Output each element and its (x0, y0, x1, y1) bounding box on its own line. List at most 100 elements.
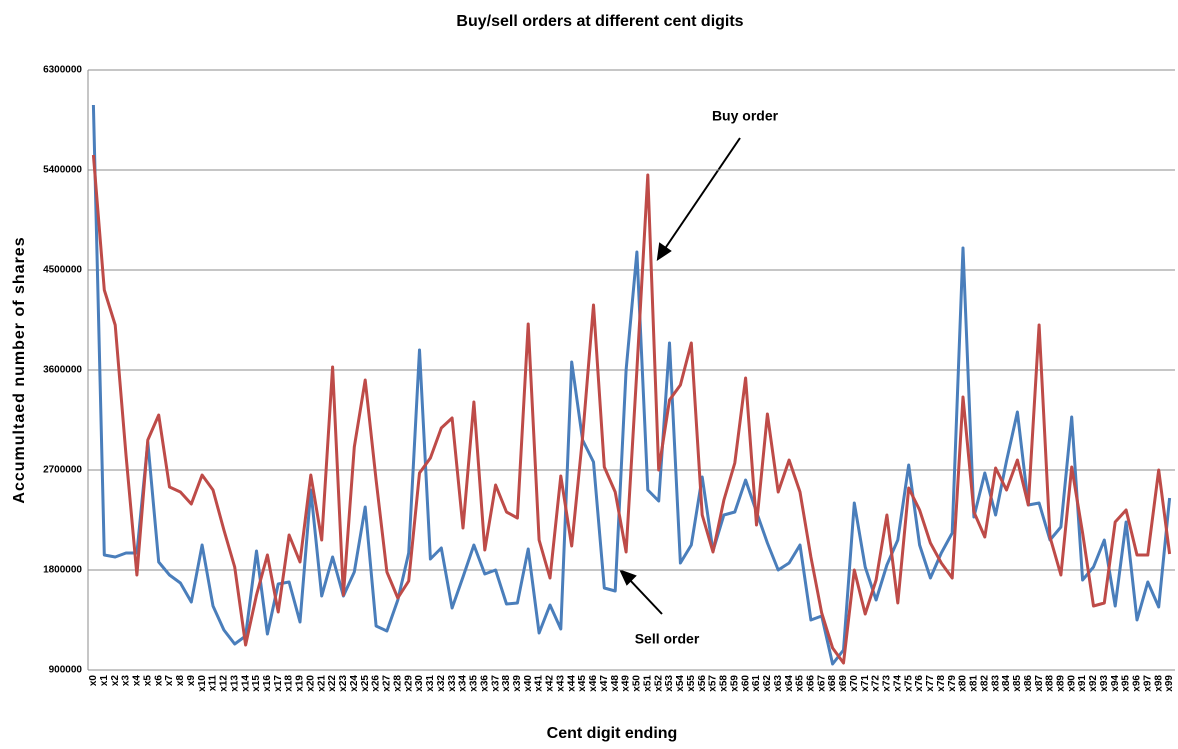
x-tick-label: x81 (969, 675, 980, 692)
x-tick-label: x78 (936, 675, 947, 692)
x-tick-label: x68 (827, 675, 838, 692)
x-tick-label: x94 (1110, 675, 1121, 692)
x-tick-label: x88 (1045, 675, 1056, 692)
x-axis-label: Cent digit ending (547, 725, 678, 742)
x-tick-label: x20 (305, 675, 316, 692)
x-tick-label: x45 (577, 675, 588, 692)
x-tick-label: x43 (555, 675, 566, 692)
x-tick-label: x27 (382, 675, 393, 692)
x-tick-label: x55 (686, 675, 697, 692)
x-tick-label: x49 (621, 675, 632, 692)
x-tick-label: x44 (566, 675, 577, 692)
x-tick-label: x98 (1153, 675, 1164, 692)
y-tick-label: 5400000 (43, 165, 82, 176)
x-tick-label: x19 (295, 675, 306, 692)
x-tick-label: x42 (545, 675, 556, 692)
x-tick-label: x23 (338, 675, 349, 692)
x-tick-label: x83 (990, 675, 1001, 692)
x-tick-label: x79 (947, 675, 958, 692)
x-tick-label: x3 (121, 675, 132, 687)
x-tick-label: x93 (1099, 675, 1110, 692)
y-tick-label: 6300000 (43, 65, 82, 76)
x-tick-label: x50 (632, 675, 643, 692)
x-tick-label: x60 (740, 675, 751, 692)
x-tick-label: x17 (273, 675, 284, 692)
x-tick-label: x69 (838, 675, 849, 692)
x-tick-label: x53 (664, 675, 675, 692)
x-tick-label: x37 (490, 675, 501, 692)
x-tick-label: x99 (1164, 675, 1175, 692)
x-tick-label: x9 (186, 675, 197, 687)
series-line (91, 154, 1172, 665)
x-tick-label: x59 (729, 675, 740, 692)
x-tick-label: x11 (208, 675, 219, 692)
x-tick-label: x28 (392, 675, 403, 692)
x-tick-label: x31 (425, 675, 436, 692)
x-tick-label: x30 (414, 675, 425, 692)
x-tick-label: x41 (534, 675, 545, 692)
x-tick-label: x71 (860, 675, 871, 692)
x-tick-label: x67 (816, 675, 827, 692)
x-tick-label: x4 (132, 675, 143, 687)
y-tick-label: 4500000 (43, 265, 82, 276)
x-tick-label: x12 (219, 675, 230, 692)
x-tick-label: x62 (762, 675, 773, 692)
x-tick-label: x36 (479, 675, 490, 692)
x-tick-label: x87 (1034, 675, 1045, 692)
x-tick-label: x6 (153, 675, 164, 687)
x-tick-label: x92 (1088, 675, 1099, 692)
x-tick-label: x18 (284, 675, 295, 692)
x-tick-label: x96 (1132, 675, 1143, 692)
x-tick-label: x76 (914, 675, 925, 692)
x-tick-label: x5 (142, 675, 153, 687)
x-tick-label: x29 (403, 675, 414, 692)
x-tick-label: x46 (588, 675, 599, 692)
x-tick-label: x73 (882, 675, 893, 692)
x-tick-label: x90 (1066, 675, 1077, 692)
x-tick-label: x1 (99, 675, 110, 687)
x-tick-label: x86 (1023, 675, 1034, 692)
x-tick-label: x77 (925, 675, 936, 692)
x-tick-label: x48 (610, 675, 621, 692)
x-tick-label: x35 (469, 675, 480, 692)
x-tick-label: x91 (1077, 675, 1088, 692)
x-tick-label: x52 (653, 675, 664, 692)
x-tick-label: x39 (512, 675, 523, 692)
x-tick-label: x21 (316, 675, 327, 692)
x-tick-label: x22 (327, 675, 338, 692)
x-tick-label: x95 (1121, 675, 1132, 692)
x-tick-label: x16 (262, 675, 273, 692)
y-tick-label: 2700000 (43, 465, 82, 476)
annotation-arrows (619, 137, 741, 615)
x-tick-label: x65 (795, 675, 806, 692)
x-tick-label: x64 (784, 675, 795, 692)
y-tick-label: 3600000 (43, 365, 82, 376)
x-tick-label: x32 (436, 675, 447, 692)
x-tick-label: x26 (371, 675, 382, 692)
x-tick-label: x74 (892, 675, 903, 692)
x-tick-label: x34 (458, 675, 469, 692)
x-tick-label: x80 (958, 675, 969, 692)
x-tick-label: x58 (719, 675, 730, 692)
x-tick-label: x7 (164, 675, 175, 687)
x-tick-label: x25 (360, 675, 371, 692)
x-tick-label: x24 (349, 675, 360, 692)
x-tick-label: x61 (751, 675, 762, 692)
y-tick-label: 900000 (49, 665, 83, 676)
x-tick-label: x13 (229, 675, 240, 692)
x-tick-label: x84 (1001, 675, 1012, 692)
x-tick-label: x47 (599, 675, 610, 692)
x-tick-label: x33 (447, 675, 458, 692)
x-tick-label: x72 (871, 675, 882, 692)
x-tick-label: x70 (849, 675, 860, 692)
annotation: Sell order (635, 631, 700, 647)
annotation: Buy order (712, 108, 779, 124)
x-tick-label: x66 (805, 675, 816, 692)
x-tick-label: x75 (903, 675, 914, 692)
x-tick-label: x97 (1142, 675, 1153, 692)
x-tick-label: x63 (773, 675, 784, 692)
x-tick-label: x40 (523, 675, 534, 692)
x-tick-label: x38 (501, 675, 512, 692)
x-tick-label: x14 (240, 675, 251, 692)
x-tick-label: x8 (175, 675, 186, 687)
